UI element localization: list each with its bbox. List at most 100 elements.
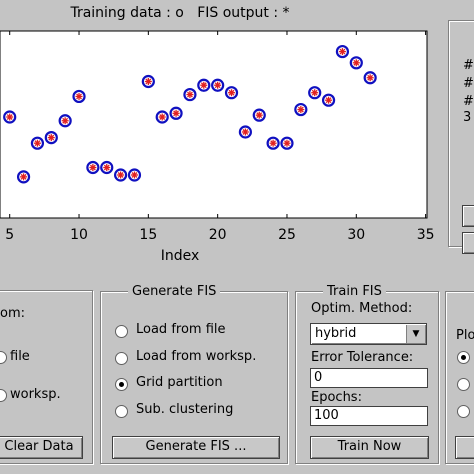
x-tick-label: 35 bbox=[417, 227, 435, 243]
data-point bbox=[44, 130, 58, 145]
marker-part bbox=[280, 136, 294, 150]
radio-label: file bbox=[10, 349, 30, 364]
data-point bbox=[266, 136, 280, 150]
marker-part bbox=[131, 172, 138, 178]
test-panel bbox=[445, 291, 474, 464]
marker-part bbox=[266, 136, 280, 150]
marker-part bbox=[270, 140, 277, 147]
marker-part bbox=[325, 97, 332, 104]
marker-part bbox=[284, 140, 290, 147]
marker-part bbox=[114, 168, 128, 182]
info-line: 3 bbox=[463, 110, 472, 125]
marker-part bbox=[3, 110, 17, 124]
marker-part bbox=[76, 93, 82, 100]
field-label: Error Tolerance: bbox=[311, 350, 414, 365]
field-label: Optim. Method: bbox=[311, 301, 413, 316]
data-point bbox=[72, 89, 86, 104]
marker-part bbox=[197, 78, 211, 92]
data-point bbox=[30, 136, 45, 150]
data-point bbox=[211, 78, 225, 92]
info-panel bbox=[448, 20, 474, 247]
data-point bbox=[197, 78, 211, 92]
data-point bbox=[308, 86, 322, 100]
data-point bbox=[127, 168, 142, 182]
marker-part bbox=[103, 164, 110, 171]
radio[interactable] bbox=[457, 378, 470, 391]
data-point bbox=[294, 102, 308, 117]
panel-title: Generate FIS bbox=[128, 284, 221, 299]
data-point bbox=[141, 74, 155, 89]
radio[interactable] bbox=[457, 351, 470, 364]
marker-part bbox=[62, 117, 69, 124]
marker-part bbox=[367, 74, 374, 81]
x-tick-label: 25 bbox=[278, 227, 296, 243]
panel-title: Train FIS bbox=[323, 284, 386, 299]
marker-part bbox=[321, 93, 336, 107]
button[interactable] bbox=[455, 436, 474, 459]
radio[interactable] bbox=[457, 405, 470, 418]
data-point bbox=[58, 114, 72, 128]
field-label: Epochs: bbox=[311, 390, 362, 405]
dropdown-arrow[interactable]: ▼ bbox=[406, 325, 425, 343]
button[interactable] bbox=[462, 232, 474, 254]
marker-part bbox=[297, 106, 304, 113]
radio-label: Load from worksp. bbox=[136, 348, 257, 364]
radio-label: Grid partition bbox=[136, 375, 223, 390]
marker-part bbox=[200, 82, 207, 89]
marker-part bbox=[145, 78, 152, 85]
data-point bbox=[100, 160, 114, 175]
x-tick-label: 15 bbox=[139, 227, 157, 243]
marker-part bbox=[294, 102, 308, 117]
marker-part bbox=[72, 89, 86, 104]
method-select[interactable]: hybrid ▼ bbox=[310, 323, 427, 345]
button[interactable] bbox=[462, 205, 474, 227]
marker-part bbox=[228, 89, 235, 96]
marker-part bbox=[183, 87, 197, 102]
marker-part bbox=[335, 44, 350, 59]
marker-part bbox=[211, 78, 225, 92]
epochs-input[interactable]: 100 bbox=[310, 406, 428, 426]
x-tick-label: 30 bbox=[347, 227, 365, 243]
data-point bbox=[183, 87, 197, 102]
plot-title: Training data : o FIS output : * bbox=[69, 5, 289, 21]
marker-part bbox=[58, 114, 72, 128]
marker-part bbox=[34, 140, 41, 147]
marker-part bbox=[308, 86, 322, 100]
panel-label: om: bbox=[0, 306, 25, 321]
clear-data-button[interactable]: Clear Data bbox=[0, 436, 83, 459]
radio-label: worksp. bbox=[10, 387, 61, 402]
info-line: # bbox=[463, 58, 474, 73]
data-point bbox=[349, 56, 363, 70]
data-point bbox=[252, 108, 266, 122]
radio[interactable] bbox=[115, 351, 128, 365]
marker-part bbox=[48, 134, 55, 141]
radio[interactable] bbox=[115, 378, 128, 391]
data-point bbox=[114, 168, 128, 182]
marker-part bbox=[155, 110, 169, 124]
marker-part bbox=[353, 59, 360, 66]
marker-part bbox=[100, 160, 114, 175]
marker-part bbox=[256, 112, 263, 119]
plot-area: Training data : o FIS output : * Index 5… bbox=[0, 5, 435, 264]
marker-part bbox=[169, 106, 183, 120]
marker-part bbox=[16, 170, 31, 184]
train-now-button[interactable]: Train Now bbox=[310, 436, 429, 459]
radio[interactable] bbox=[115, 404, 128, 418]
data-point bbox=[238, 125, 252, 139]
data-point bbox=[335, 44, 350, 59]
marker-part bbox=[363, 71, 377, 85]
x-tick-label: 10 bbox=[70, 227, 88, 243]
axes-box bbox=[0, 30, 428, 219]
radio[interactable] bbox=[115, 325, 128, 338]
tolerance-input[interactable]: 0 bbox=[310, 368, 428, 388]
data-point bbox=[224, 86, 239, 100]
radio-label: Sub. clustering bbox=[136, 401, 234, 417]
data-point bbox=[363, 71, 377, 85]
data-point bbox=[169, 106, 183, 120]
generate-fis-button[interactable]: Generate FIS ... bbox=[112, 436, 280, 459]
marker-part bbox=[214, 82, 221, 89]
marker-part bbox=[117, 172, 124, 178]
marker-part bbox=[89, 164, 96, 171]
marker-part bbox=[86, 160, 100, 175]
